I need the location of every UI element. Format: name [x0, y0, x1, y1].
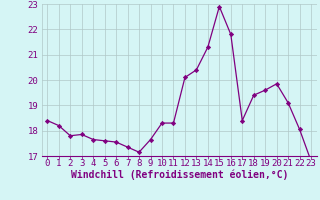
X-axis label: Windchill (Refroidissement éolien,°C): Windchill (Refroidissement éolien,°C)	[70, 170, 288, 180]
